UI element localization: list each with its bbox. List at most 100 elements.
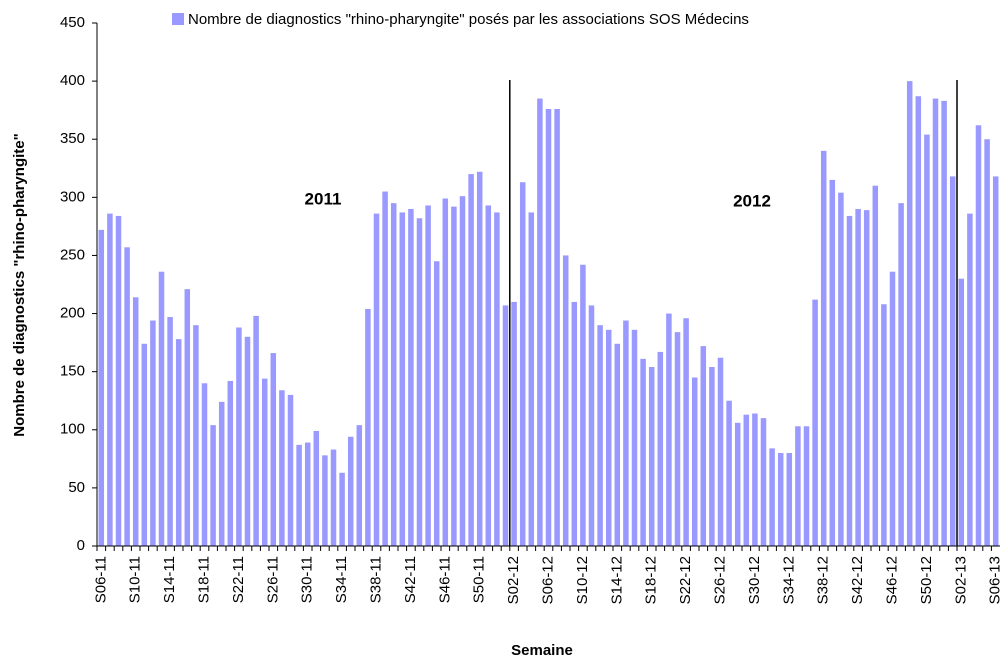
year-annotation: 2011 — [305, 189, 342, 208]
bar — [648, 367, 655, 546]
bar — [141, 343, 148, 546]
bar — [889, 271, 896, 546]
bar — [924, 134, 930, 546]
bar — [150, 320, 156, 546]
bar — [115, 215, 122, 546]
bar — [760, 418, 767, 546]
bar — [356, 425, 363, 546]
bar — [657, 351, 664, 546]
x-tick-label: S06-13 — [987, 556, 1004, 604]
y-tick-label: 350 — [60, 130, 85, 147]
x-tick-label: S02-12 — [505, 556, 522, 604]
bar — [253, 315, 259, 546]
bar — [984, 139, 990, 546]
bar — [107, 213, 113, 547]
y-tick-label: 100 — [60, 421, 85, 438]
bar — [261, 378, 268, 546]
bar — [494, 212, 500, 547]
y-tick-label: 50 — [68, 479, 85, 496]
bar — [786, 453, 793, 546]
bar — [726, 400, 732, 546]
bar — [795, 426, 801, 546]
bar — [941, 100, 947, 546]
bar — [967, 213, 973, 547]
bar — [949, 176, 956, 546]
y-tick-label: 300 — [60, 188, 85, 205]
x-tick-label: S14-12 — [608, 556, 625, 604]
x-tick-label: S22-12 — [677, 556, 694, 604]
y-tick-label: 200 — [60, 305, 85, 322]
bar — [442, 198, 449, 547]
x-tick-label: S34-11 — [333, 556, 350, 603]
y-tick-label: 450 — [60, 14, 85, 31]
bar — [846, 215, 853, 546]
bar — [425, 205, 431, 547]
bar — [408, 208, 414, 546]
bar — [571, 301, 578, 546]
bar — [433, 261, 440, 546]
bar — [502, 305, 509, 546]
bar — [218, 401, 225, 546]
year-annotation: 2012 — [733, 191, 771, 210]
x-tick-label: S26-12 — [711, 556, 728, 604]
y-tick-label: 150 — [60, 363, 85, 380]
bar — [691, 377, 698, 546]
bar — [666, 313, 672, 546]
bar — [709, 367, 715, 546]
bar — [236, 327, 242, 546]
x-tick-label: S38-11 — [367, 556, 384, 603]
bar — [330, 449, 337, 546]
x-tick-label: S34-12 — [780, 556, 797, 604]
x-tick-label: S14-11 — [161, 556, 178, 603]
bar — [313, 430, 320, 546]
x-tick-label: S46-12 — [883, 556, 900, 604]
x-tick-label: S18-11 — [195, 556, 212, 603]
legend-swatch — [172, 13, 184, 25]
bar — [459, 196, 466, 546]
bar — [820, 150, 827, 546]
bar — [958, 278, 965, 546]
bar — [184, 289, 191, 546]
bar — [511, 301, 517, 546]
bar — [932, 98, 939, 547]
bar — [906, 81, 913, 546]
bar — [605, 329, 612, 546]
bar — [158, 271, 165, 546]
bar — [476, 171, 483, 546]
bar — [812, 299, 818, 546]
bar — [640, 358, 646, 546]
x-tick-label: S50-11 — [471, 556, 488, 603]
bar — [803, 426, 810, 546]
y-axis-title: Nombre de diagnostics "rhino-pharyngite" — [11, 133, 28, 436]
bar — [623, 320, 629, 546]
bar — [734, 422, 741, 546]
legend-label: Nombre de diagnostics "rhino-pharyngite"… — [188, 11, 749, 28]
bar — [304, 442, 311, 546]
bar — [554, 109, 560, 546]
bar — [631, 329, 638, 546]
bar — [683, 318, 689, 546]
bar — [769, 448, 775, 546]
y-tick-label: 0 — [77, 537, 85, 554]
x-tick-label: S22-11 — [230, 556, 247, 603]
bar — [365, 308, 371, 546]
bar — [416, 218, 423, 546]
bar — [468, 174, 474, 547]
bar — [322, 455, 328, 546]
bar — [519, 182, 526, 547]
bar — [339, 472, 345, 546]
x-tick-label: S30-11 — [299, 556, 316, 603]
bar — [777, 453, 784, 546]
bar — [193, 325, 199, 546]
x-tick-label: S06-11 — [92, 556, 109, 603]
x-tick-label: S38-12 — [815, 556, 832, 604]
bar — [838, 192, 844, 546]
bar — [373, 213, 380, 547]
x-tick-label: S46-11 — [436, 556, 453, 603]
bar — [124, 247, 130, 546]
bar — [597, 325, 603, 546]
bar — [881, 304, 887, 546]
bar — [210, 425, 216, 546]
bar — [279, 390, 285, 546]
